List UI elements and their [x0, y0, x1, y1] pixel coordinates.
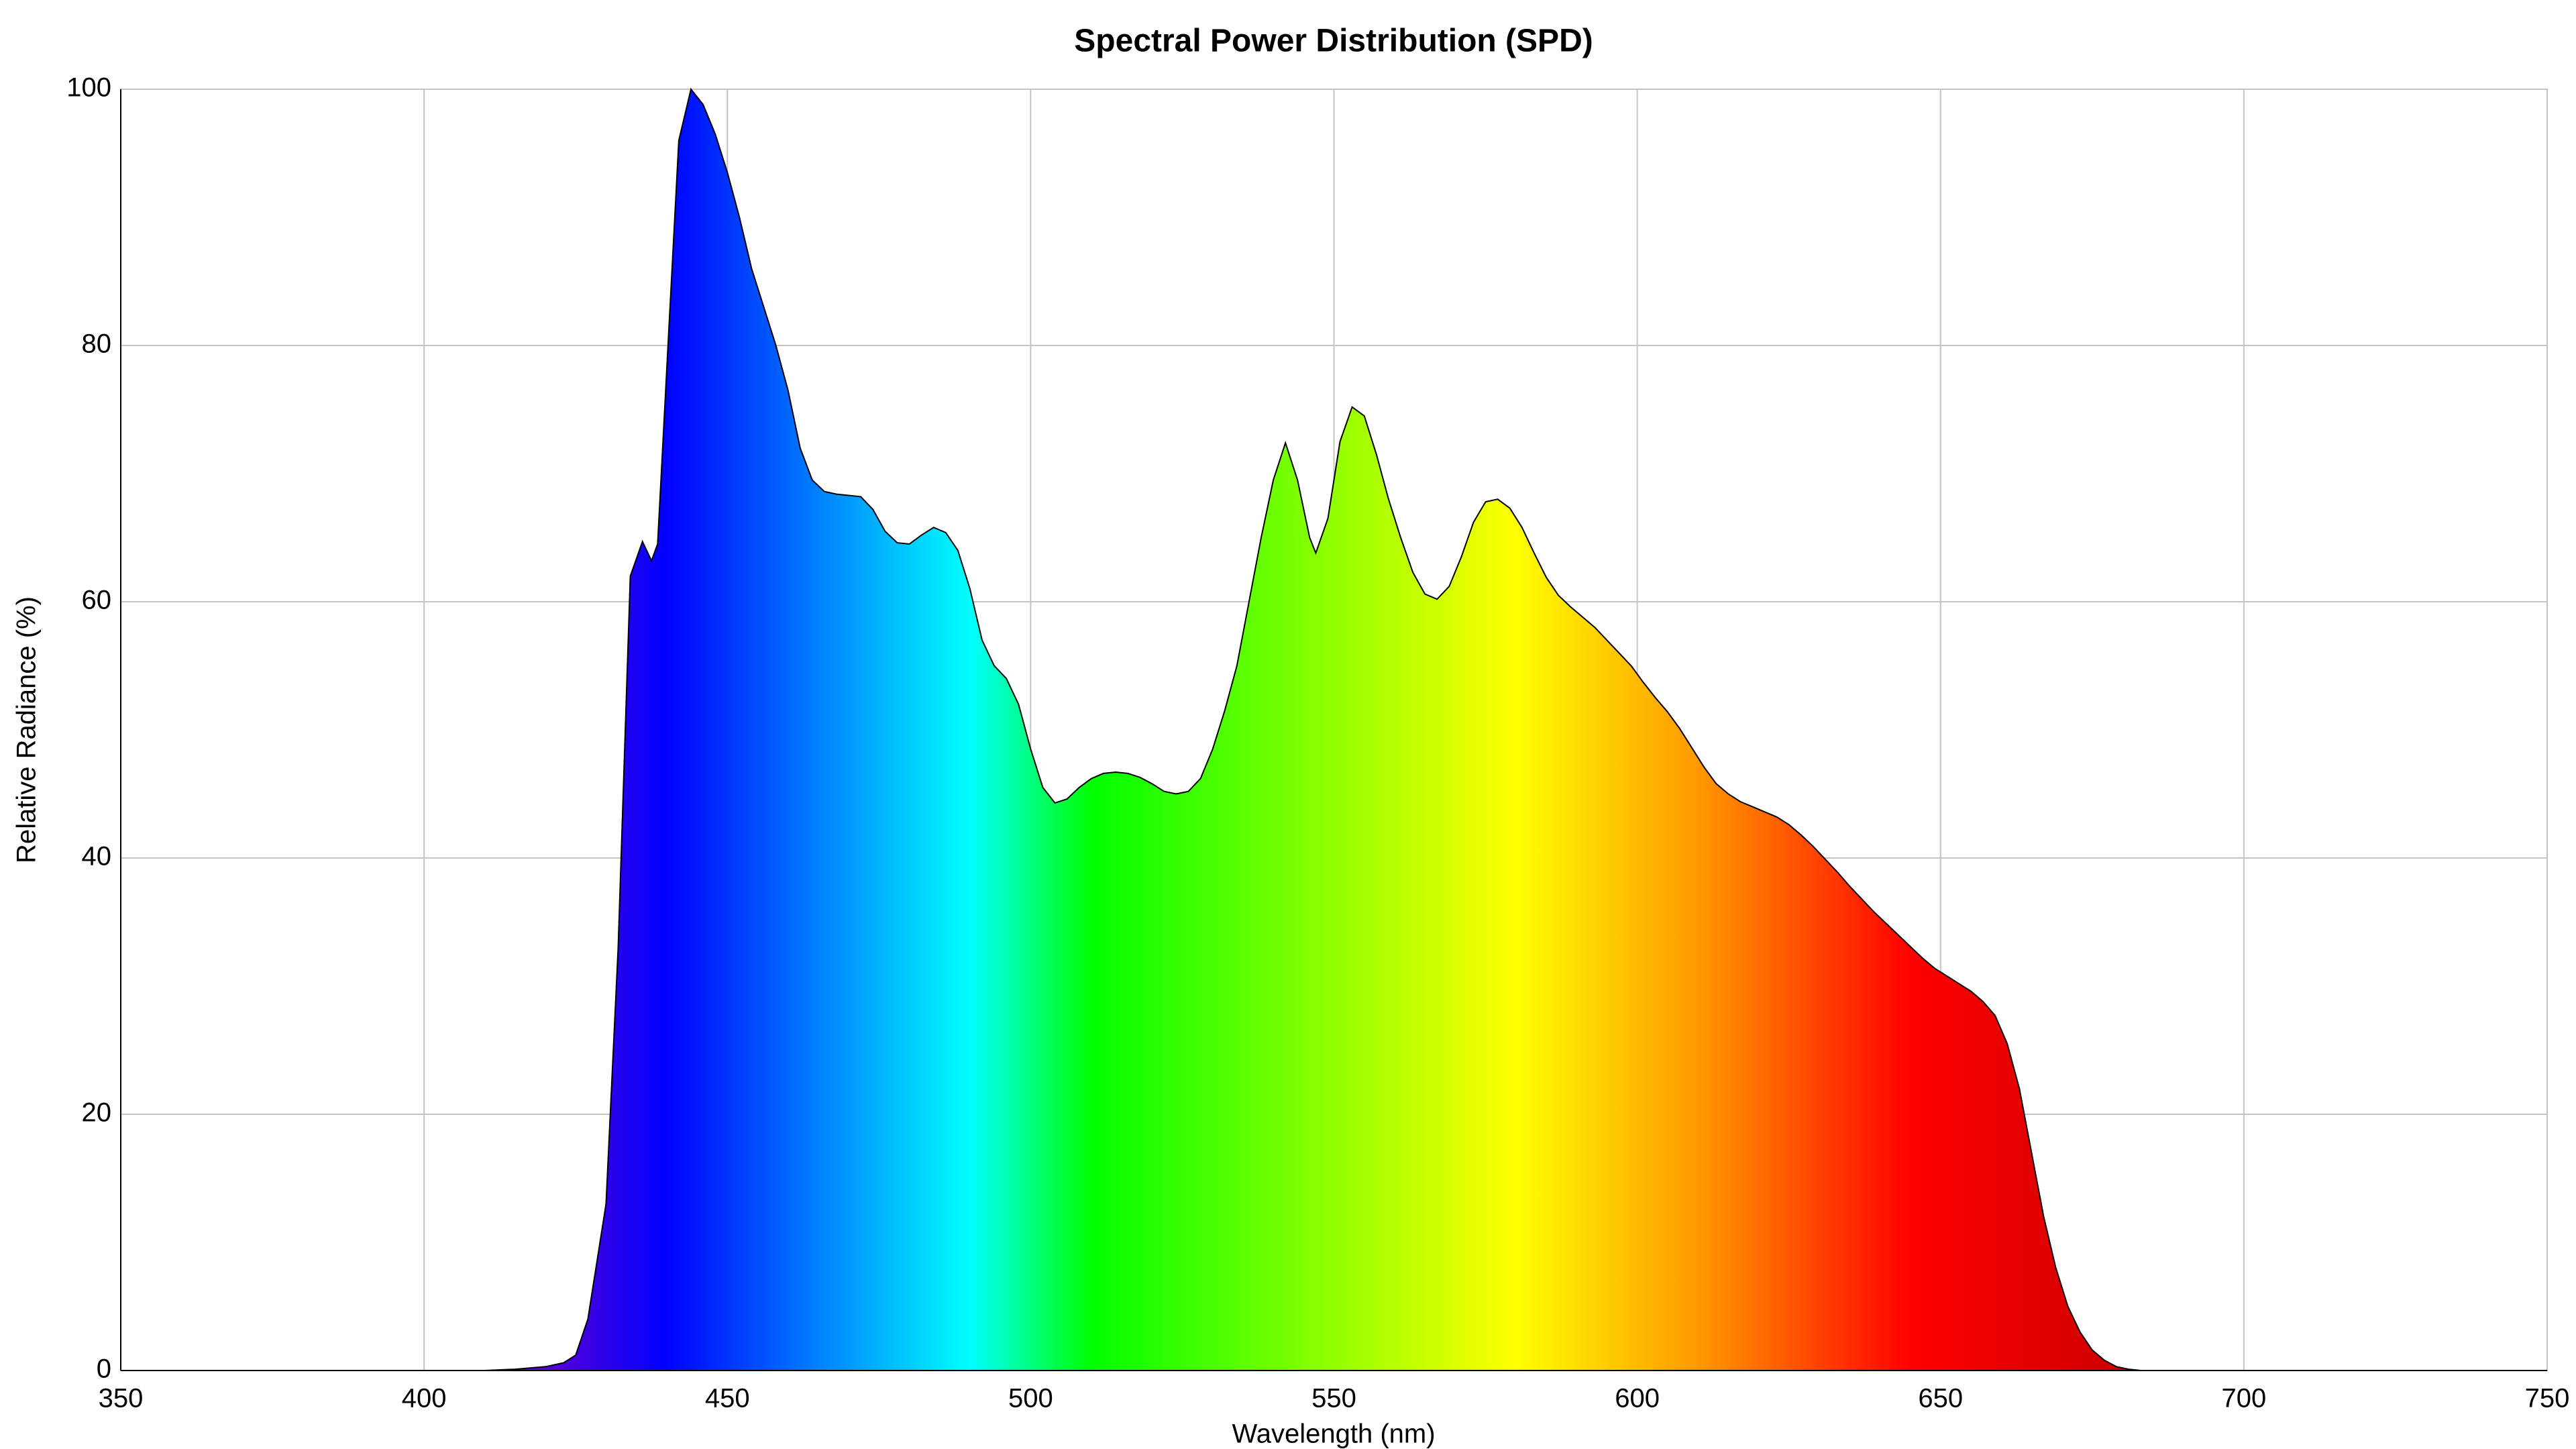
y-tick-label: 20 — [82, 1098, 112, 1128]
x-tick-label: 550 — [1311, 1384, 1356, 1413]
x-tick-label: 600 — [1615, 1384, 1660, 1413]
y-axis-label: Relative Radiance (%) — [12, 596, 42, 863]
area-fill — [121, 89, 2547, 1371]
x-tick-label: 750 — [2525, 1384, 2570, 1413]
y-tick-label: 0 — [97, 1354, 111, 1384]
y-tick-label: 40 — [82, 842, 112, 871]
x-tick-label: 700 — [2222, 1384, 2267, 1413]
x-axis-label: Wavelength (nm) — [1232, 1419, 1435, 1449]
y-tick-label: 80 — [82, 329, 112, 359]
x-tick-label: 350 — [99, 1384, 144, 1413]
y-tick-label: 100 — [66, 73, 111, 103]
spd-line — [121, 87, 2547, 1371]
x-tick-label: 650 — [1918, 1384, 1963, 1413]
x-tick-label: 500 — [1008, 1384, 1053, 1413]
x-tick-label: 450 — [705, 1384, 750, 1413]
x-tick-label: 400 — [402, 1384, 447, 1413]
y-tick-label: 60 — [82, 586, 112, 615]
chart-title: Spectral Power Distribution (SPD) — [1074, 23, 1593, 59]
